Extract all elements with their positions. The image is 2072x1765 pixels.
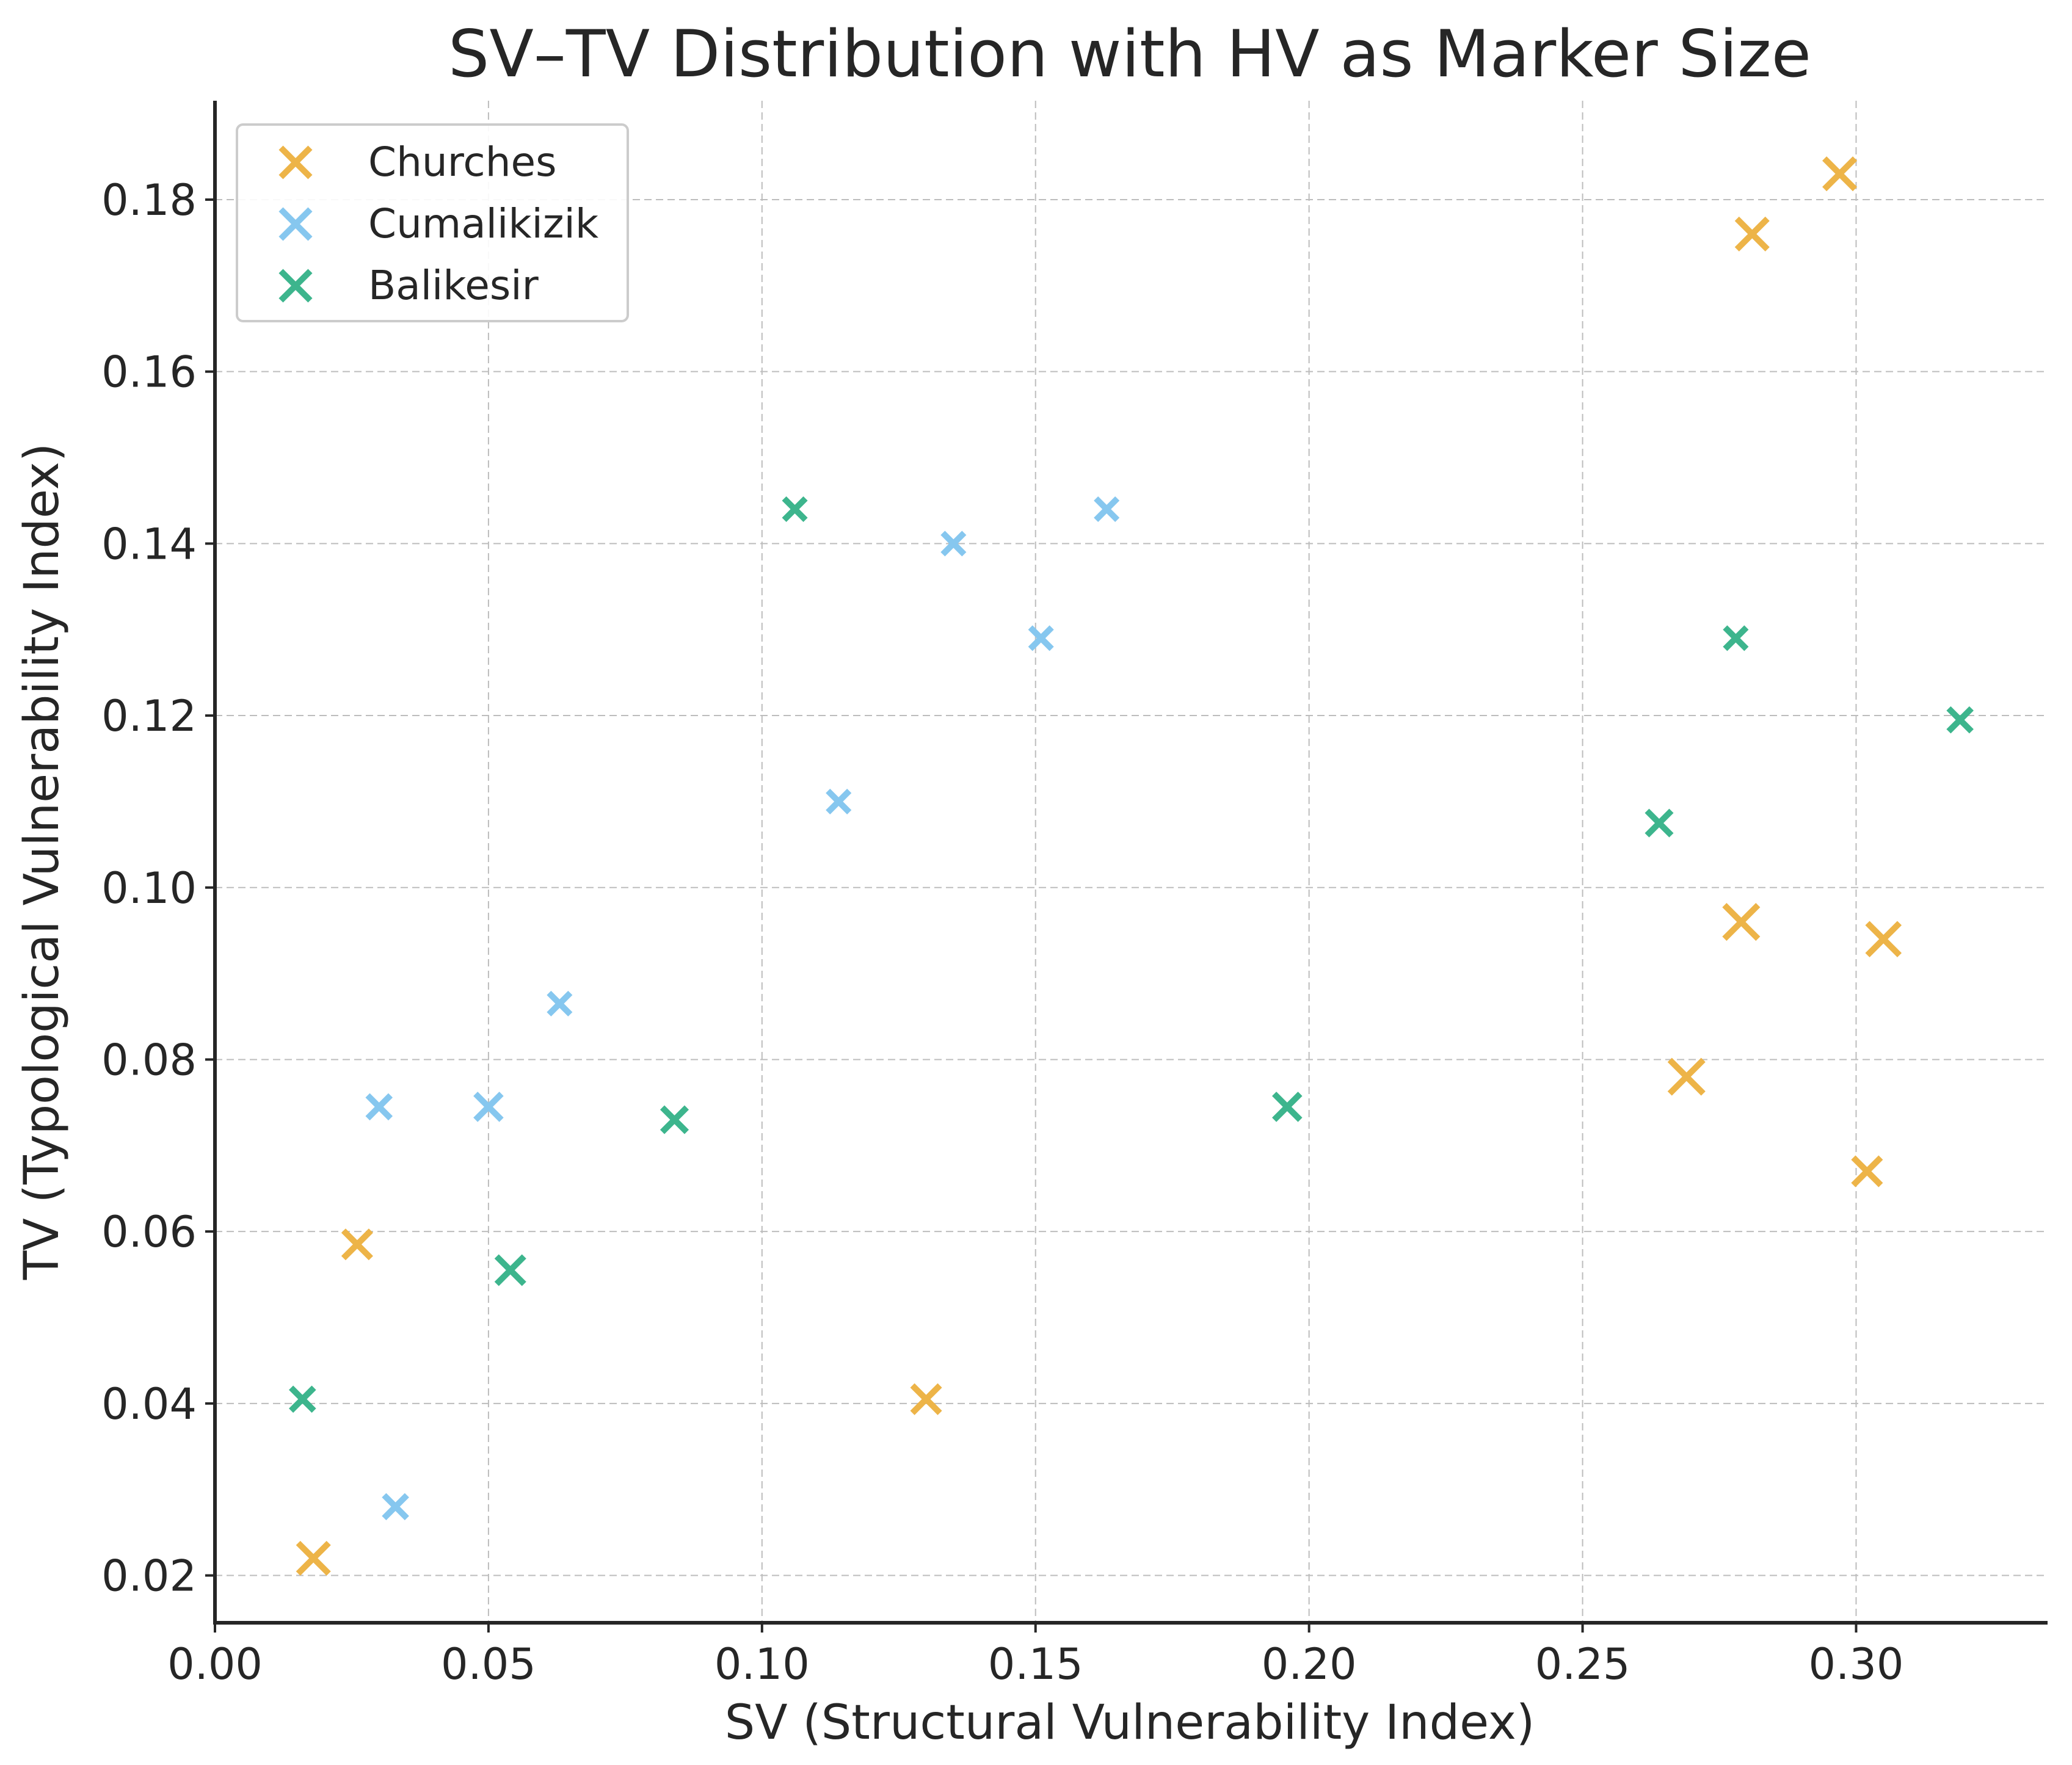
legend-label: Balikesir	[368, 262, 539, 309]
legend-marker-cumalikizik	[278, 207, 313, 241]
x-tick-label: 0.15	[988, 1639, 1083, 1689]
data-point-cumalikizik	[473, 1092, 504, 1122]
y-tick-label: 0.14	[101, 519, 197, 569]
data-point-balikesir	[494, 1254, 526, 1286]
y-tick-label: 0.10	[101, 863, 197, 913]
chart-title: SV–TV Distribution with HV as Marker Siz…	[448, 16, 1811, 92]
data-point-cumalikizik	[365, 1093, 393, 1121]
y-tick-label: 0.12	[101, 691, 197, 741]
data-point-balikesir	[1645, 808, 1674, 838]
data-point-balikesir	[1723, 625, 1749, 651]
data-points	[289, 156, 1974, 1576]
data-point-balikesir	[660, 1105, 689, 1134]
y-axis-label: TV (Typological Vulnerability Index)	[15, 443, 70, 1281]
data-point-churches	[1822, 156, 1858, 192]
series-balikesir	[289, 496, 1974, 1413]
y-tick-label: 0.04	[101, 1379, 197, 1429]
x-tick-label: 0.10	[714, 1639, 810, 1689]
data-point-cumalikizik	[382, 1493, 409, 1521]
data-point-balikesir	[782, 496, 808, 523]
data-point-churches	[1865, 921, 1902, 958]
x-axis-label: SV (Structural Vulnerability Index)	[725, 1695, 1535, 1750]
legend-box	[236, 123, 629, 322]
data-point-balikesir	[1946, 706, 1974, 734]
data-point-churches	[341, 1228, 373, 1261]
y-tick-label: 0.16	[101, 347, 197, 397]
y-tick-label: 0.02	[101, 1551, 197, 1601]
legend-marker-balikesir	[278, 269, 313, 303]
data-point-cumalikizik	[1028, 625, 1054, 651]
data-point-balikesir	[1272, 1092, 1303, 1122]
legend-marker-churches	[278, 145, 313, 179]
data-point-churches	[296, 1540, 331, 1576]
y-tick-label: 0.06	[101, 1207, 197, 1257]
axes	[213, 101, 2048, 1625]
data-point-churches	[910, 1383, 942, 1415]
x-tick-label: 0.00	[167, 1639, 263, 1689]
data-point-churches	[1734, 216, 1770, 252]
data-point-balikesir	[289, 1385, 316, 1413]
legend-label: Churches	[368, 139, 557, 186]
series-churches	[296, 156, 1902, 1576]
x-tick-label: 0.05	[441, 1639, 536, 1689]
grid-lines	[214, 101, 2048, 1623]
x-tick-label: 0.25	[1535, 1639, 1630, 1689]
data-point-churches	[1667, 1057, 1706, 1096]
series-cumalikizik	[365, 496, 1120, 1521]
data-point-cumalikizik	[1094, 496, 1120, 523]
legend-label: Cumalikizik	[368, 200, 599, 247]
y-tick-label: 0.18	[101, 175, 197, 225]
y-tick-label: 0.08	[101, 1035, 197, 1085]
data-point-cumalikizik	[547, 990, 573, 1017]
x-tick-label: 0.20	[1262, 1639, 1357, 1689]
axis-ticks: 0.00 0.05 0.10 0.15 0.20 0.25 0.30 0.02 0.04 0.06…	[101, 175, 1903, 1689]
data-point-cumalikizik	[826, 788, 852, 814]
data-point-churches	[1851, 1155, 1883, 1187]
legend: Churches Cumalikizik Balikesir	[236, 123, 629, 322]
data-point-cumalikizik	[940, 531, 967, 557]
x-tick-label: 0.30	[1809, 1639, 1904, 1689]
data-point-churches	[1722, 903, 1761, 941]
